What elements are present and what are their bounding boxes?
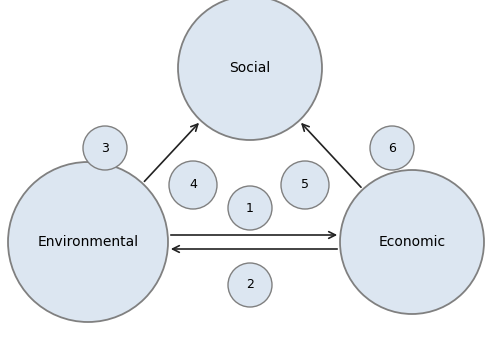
Circle shape xyxy=(228,186,272,230)
Circle shape xyxy=(8,162,168,322)
Circle shape xyxy=(169,161,217,209)
Circle shape xyxy=(370,126,414,170)
Circle shape xyxy=(340,170,484,314)
Text: 6: 6 xyxy=(388,142,396,155)
Text: Environmental: Environmental xyxy=(38,235,138,249)
Text: 5: 5 xyxy=(301,179,309,191)
Text: Economic: Economic xyxy=(378,235,446,249)
Circle shape xyxy=(281,161,329,209)
Text: 2: 2 xyxy=(246,279,254,291)
Text: 3: 3 xyxy=(101,142,109,155)
Text: Social: Social xyxy=(230,61,270,75)
Text: 1: 1 xyxy=(246,201,254,215)
Circle shape xyxy=(178,0,322,140)
Text: 4: 4 xyxy=(189,179,197,191)
Circle shape xyxy=(83,126,127,170)
Circle shape xyxy=(228,263,272,307)
